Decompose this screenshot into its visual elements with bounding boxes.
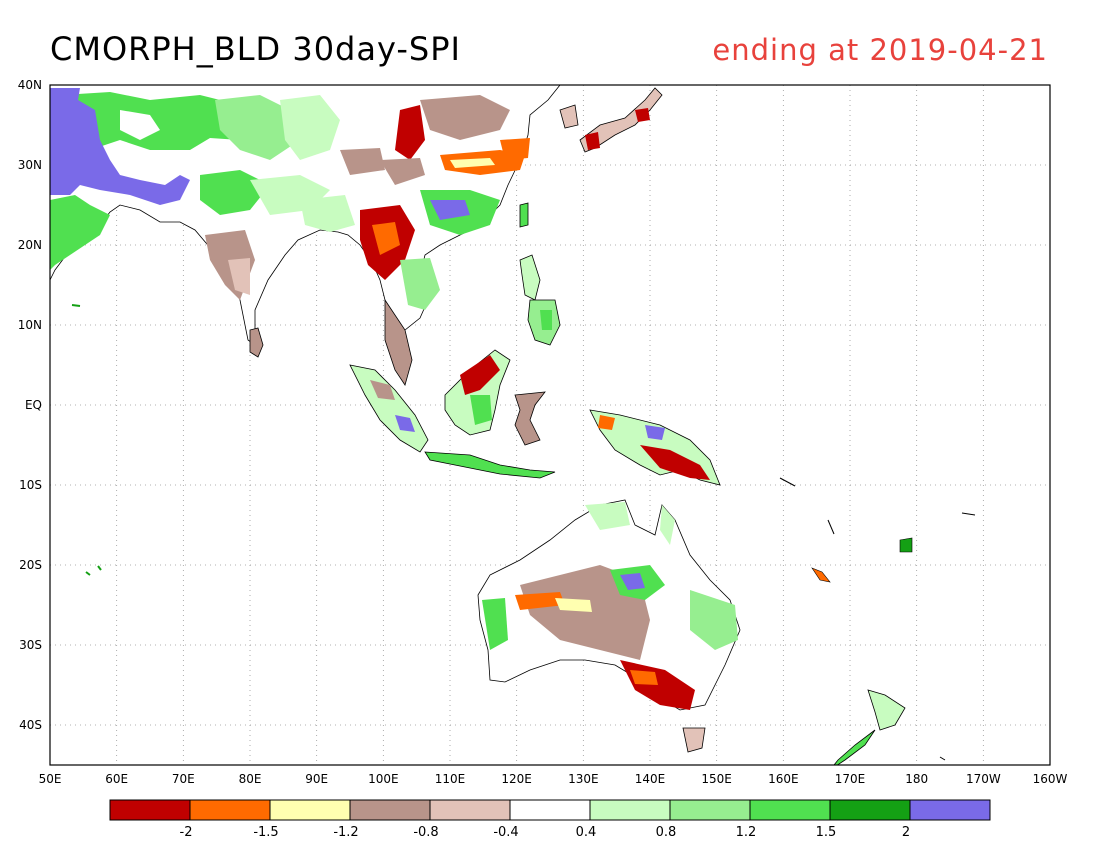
land-layer xyxy=(50,85,976,765)
colorbar-label: 1.5 xyxy=(816,825,837,840)
colorbar-label: -1.2 xyxy=(333,825,358,840)
latitude-labels: 40N 30N 20N 10N EQ 10S 20S 30S 40S xyxy=(18,78,42,732)
lon-label: 70E xyxy=(172,772,195,786)
colorbar-label: -0.8 xyxy=(413,825,438,840)
colorbar-swatch xyxy=(189,799,271,821)
colorbar-swatch xyxy=(109,799,191,821)
date-label: ending at 2019-04-21 xyxy=(712,33,1048,67)
colorbar-swatch xyxy=(349,799,431,821)
lat-label: 10S xyxy=(19,478,42,492)
sri-lanka xyxy=(249,327,264,358)
lat-label: 20N xyxy=(18,238,42,252)
lon-label: 160W xyxy=(1033,772,1068,786)
colorbar-swatch xyxy=(269,799,351,821)
sumatra-malaya xyxy=(349,298,429,453)
map-title: CMORPH_BLD 30day-SPI xyxy=(50,30,461,68)
map-frame xyxy=(49,84,1051,766)
new-zealand xyxy=(833,689,906,765)
colorbar-label: 0.4 xyxy=(576,825,597,840)
lon-label: 100E xyxy=(368,772,399,786)
java xyxy=(424,451,556,479)
lat-label: 10N xyxy=(18,318,42,332)
new-guinea xyxy=(589,409,721,486)
taiwan xyxy=(519,202,529,228)
tasmania xyxy=(682,727,706,753)
lat-label: 30S xyxy=(19,638,42,652)
lon-label: 170W xyxy=(966,772,1001,786)
lon-label: 120E xyxy=(501,772,532,786)
philippines xyxy=(519,254,561,346)
colorbar-swatch xyxy=(669,799,751,821)
colorbar-label: -2 xyxy=(180,825,193,840)
japan xyxy=(559,87,663,153)
lon-label: 60E xyxy=(105,772,128,786)
lat-label: EQ xyxy=(25,398,42,412)
colorbar-swatch xyxy=(909,799,991,821)
lat-label: 40S xyxy=(19,718,42,732)
colorbar-label: -1.5 xyxy=(253,825,278,840)
colorbar-swatch xyxy=(429,799,511,821)
colorbar-label: 0.8 xyxy=(656,825,677,840)
colorbar: -2 -1.5 -1.2 -0.8 -0.4 0.4 0.8 1.2 1.5 2 xyxy=(109,799,991,840)
lon-label: 110E xyxy=(435,772,466,786)
lon-label: 150E xyxy=(701,772,732,786)
longitude-labels: 50E 60E 70E 80E 90E 100E 110E 120E 130E 140E 150E 1… xyxy=(39,772,1068,786)
lon-label: 80E xyxy=(239,772,262,786)
lat-label: 40N xyxy=(18,78,42,92)
colorbar-label: -0.4 xyxy=(493,825,518,840)
asia-landmass xyxy=(50,85,561,346)
pacific-islands xyxy=(71,304,976,761)
borneo xyxy=(444,349,511,436)
lon-label: 160E xyxy=(768,772,799,786)
colorbar-swatch xyxy=(589,799,671,821)
lon-label: 130E xyxy=(568,772,599,786)
lat-label: 30N xyxy=(18,158,42,172)
lat-label: 20S xyxy=(19,558,42,572)
colorbar-swatch xyxy=(749,799,831,821)
australia xyxy=(477,499,741,711)
lon-label: 90E xyxy=(305,772,328,786)
colorbar-label: 1.2 xyxy=(736,825,757,840)
lon-label: 170E xyxy=(835,772,866,786)
colorbar-swatch xyxy=(509,799,591,821)
colorbar-label: 2 xyxy=(902,825,910,840)
lon-label: 180 xyxy=(905,772,928,786)
lon-label: 140E xyxy=(635,772,666,786)
colorbar-swatch xyxy=(829,799,911,821)
sulawesi xyxy=(514,391,546,446)
lon-label: 50E xyxy=(39,772,62,786)
